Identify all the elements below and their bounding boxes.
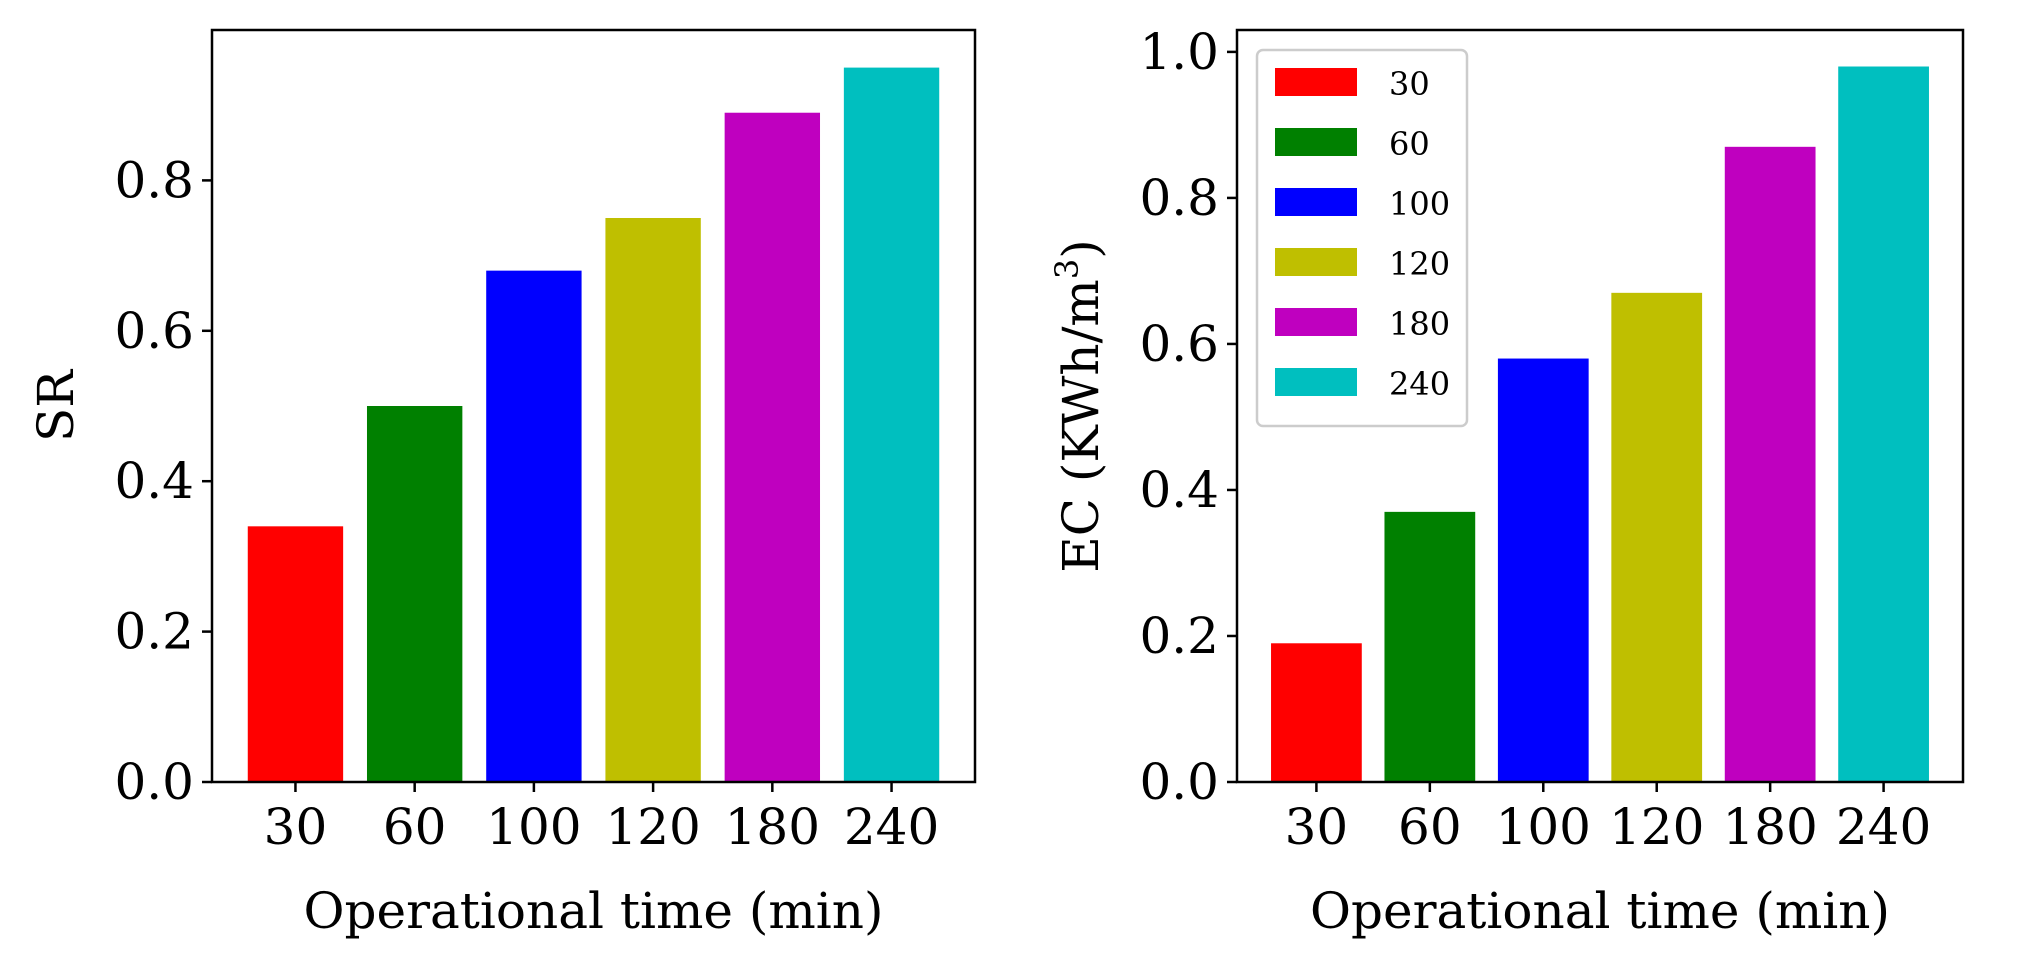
x-tick-label: 240 <box>1836 798 1931 856</box>
y-tick-label: 0.2 <box>114 603 194 661</box>
bar-240 <box>1838 66 1929 782</box>
bar-30 <box>1271 643 1362 782</box>
axes-frame <box>1235 28 1965 784</box>
y-tick-label: 0.0 <box>114 753 194 811</box>
x-tick-label: 100 <box>486 798 581 856</box>
x-tick-label: 100 <box>1496 798 1591 856</box>
y-tick-label: 0.8 <box>114 151 194 209</box>
y-tick-label: 0.6 <box>114 302 194 360</box>
bar-60 <box>366 406 463 782</box>
y-axis-label: EC (KWh/m3) <box>1048 239 1110 572</box>
ec-chart: 30 60 100 120 180 240 0.0 0.2 0.4 0.6 0.8 1.0 Operat… <box>1048 23 1965 940</box>
y-tick-label: 0.4 <box>114 452 194 510</box>
x-tick-label: 240 <box>844 798 939 856</box>
y-tick-label: 0.2 <box>1139 607 1219 665</box>
bar-180 <box>724 112 821 783</box>
bar-240 <box>843 67 940 783</box>
legend-swatch <box>1275 308 1357 336</box>
sr-chart: 30 60 100 120 180 240 0.0 0.2 0.4 0.6 0.8 Operation… <box>27 28 977 940</box>
bar-120 <box>1611 292 1703 782</box>
y-axis-label: SR <box>27 369 85 442</box>
legend-swatch <box>1275 68 1357 96</box>
x-tick-label: 60 <box>1398 798 1462 856</box>
x-tick-label: 30 <box>1285 798 1349 856</box>
x-axis-label: Operational time (min) <box>1310 882 1890 940</box>
legend-label: 100 <box>1389 185 1450 223</box>
bar-120 <box>605 218 701 782</box>
legend-label: 180 <box>1389 305 1450 343</box>
legend-swatch <box>1275 248 1357 276</box>
x-axis-label: Operational time (min) <box>304 882 884 940</box>
legend-swatch <box>1275 368 1357 396</box>
legend-label: 30 <box>1389 65 1430 103</box>
legend-label: 60 <box>1389 125 1430 163</box>
legend-label: 240 <box>1389 365 1450 403</box>
axes-frame <box>210 28 977 784</box>
bar-100 <box>486 270 582 782</box>
x-tick-label: 120 <box>605 798 700 856</box>
x-tick-label: 30 <box>264 798 328 856</box>
legend-swatch <box>1275 128 1357 156</box>
x-tick-label: 180 <box>725 798 820 856</box>
x-tick-label: 60 <box>383 798 447 856</box>
x-tick-label: 180 <box>1722 798 1817 856</box>
legend-swatch <box>1275 188 1357 216</box>
y-tick-label: 1.0 <box>1139 23 1219 81</box>
bar-60 <box>1384 511 1476 782</box>
y-tick-label: 0.6 <box>1139 315 1219 373</box>
y-tick-label: 0.4 <box>1139 461 1219 519</box>
bar-30 <box>247 526 344 782</box>
bar-100 <box>1497 358 1589 782</box>
y-tick-label: 0.8 <box>1139 169 1219 227</box>
legend-label: 120 <box>1389 245 1450 283</box>
x-tick-label: 120 <box>1609 798 1704 856</box>
bar-180 <box>1724 146 1816 782</box>
y-tick-label: 0.0 <box>1139 753 1219 811</box>
